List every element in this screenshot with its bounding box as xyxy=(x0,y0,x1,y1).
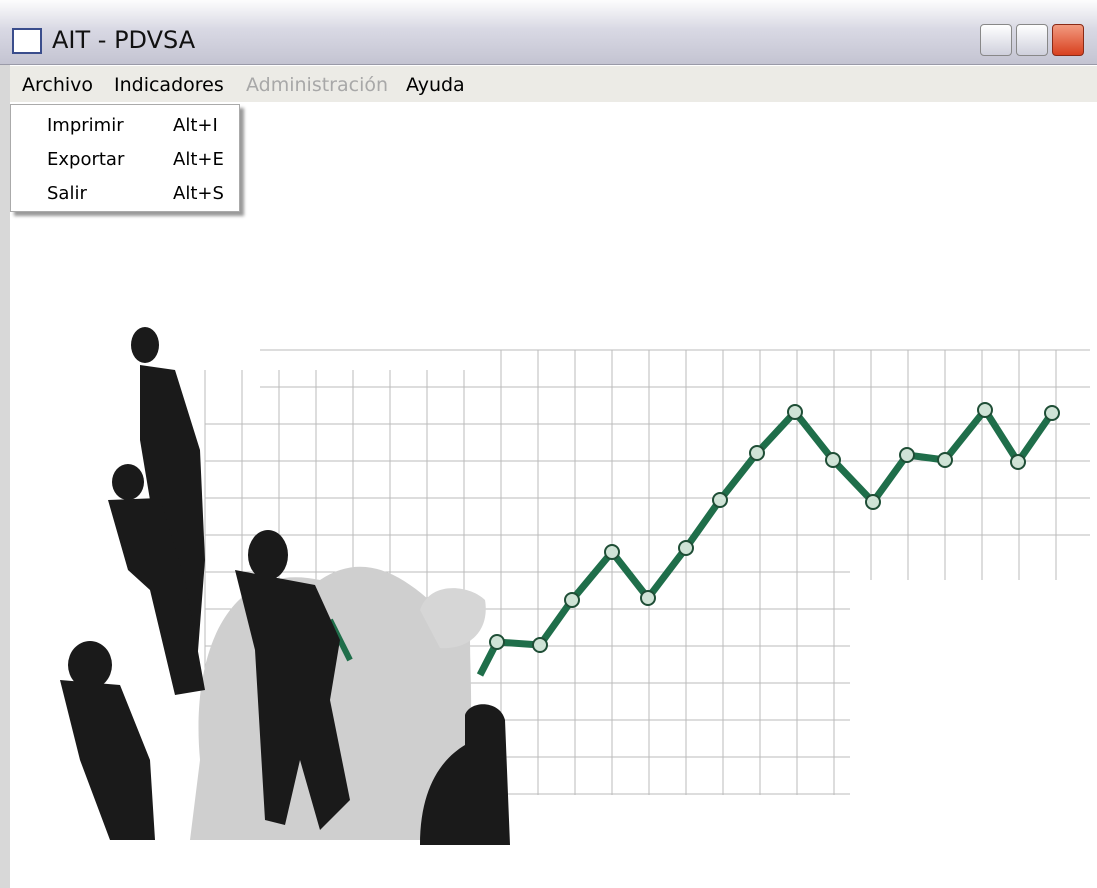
app-icon xyxy=(12,28,42,54)
dropdown-menu: Imprimir Alt+I Exportar Alt+E Salir Alt+S xyxy=(10,104,240,212)
shortcut: Alt+E xyxy=(173,149,224,170)
point xyxy=(490,635,504,649)
point xyxy=(750,446,764,460)
minimize-button[interactable] xyxy=(980,24,1012,56)
menu-item[interactable]: Administración xyxy=(246,74,388,96)
title-bar: AIT - PDVSA xyxy=(0,0,1097,65)
point xyxy=(788,405,802,419)
menu-option[interactable]: Salir xyxy=(47,183,87,204)
point xyxy=(826,453,840,467)
point xyxy=(713,493,727,507)
point xyxy=(938,453,952,467)
trend-line xyxy=(480,410,1052,675)
point xyxy=(1045,406,1059,420)
point xyxy=(866,495,880,509)
menu-item[interactable]: Indicadores xyxy=(114,74,224,96)
point xyxy=(900,448,914,462)
menu-option[interactable]: Exportar xyxy=(47,149,124,170)
window-title: AIT - PDVSA xyxy=(52,26,195,54)
point xyxy=(605,545,619,559)
point xyxy=(641,591,655,605)
menu-item[interactable]: Ayuda xyxy=(406,74,465,96)
menu-option[interactable]: Imprimir xyxy=(47,115,124,136)
menu-bar: Archivo Indicadores Administración Ayuda xyxy=(10,66,1097,102)
close-button[interactable] xyxy=(1052,24,1084,56)
point xyxy=(533,638,547,652)
maximize-button[interactable] xyxy=(1016,24,1048,56)
app-window: AIT - PDVSA Archivo Indicadores Administra… xyxy=(0,0,1097,888)
point xyxy=(679,541,693,555)
menu-item[interactable]: Archivo xyxy=(22,74,93,96)
shortcut: Alt+S xyxy=(173,183,224,204)
point xyxy=(565,593,579,607)
shortcut: Alt+I xyxy=(173,115,218,136)
people-silhouettes xyxy=(60,327,510,845)
point xyxy=(1011,455,1025,469)
point xyxy=(978,403,992,417)
